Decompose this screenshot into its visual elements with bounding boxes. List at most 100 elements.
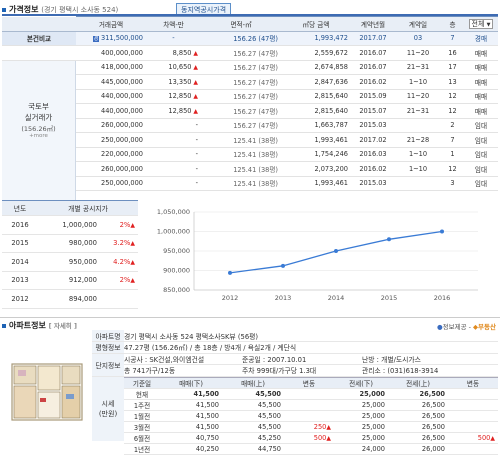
row-sale-low: 40,750 [160, 432, 222, 444]
floor-plan-image [4, 358, 90, 428]
price-row: 250,000,000-125.41 (38평) 1,993,461 2015.03… [2, 176, 498, 191]
row-area: 125.41 (38평) [201, 147, 281, 162]
logo-icon: ◆ [473, 323, 479, 331]
row-day: 1~10 [395, 161, 441, 177]
up-arrow-icon: ▲ [130, 258, 135, 266]
row-diff: 12,850 ▲ [146, 103, 201, 119]
row-price: 250,000,000 [76, 132, 146, 148]
molit-label-cell: 국토부 실거래가 (156.26㎡) +more [2, 61, 76, 206]
public-price-row: 2012 894,000 [2, 289, 138, 309]
row-day: 21~31 [395, 103, 441, 119]
row-public-price: 950,000 [38, 252, 100, 272]
row-diff: 13,350 ▲ [146, 74, 201, 90]
row-day: 1~10 [395, 74, 441, 90]
row-area: 156.27 (47평) [201, 60, 281, 75]
row-floor: 12 [441, 103, 464, 119]
row-type: 임대 [464, 147, 498, 162]
row-area: 156.27 (47평) [201, 74, 281, 90]
row-jeonse-high: 26,500 [388, 432, 448, 444]
row-sale-high: 45,250 [222, 432, 284, 444]
apt-parking: 주차 999대/가구당 1.3대 [242, 364, 362, 377]
detail-link[interactable]: [ 자세히 ] [48, 322, 78, 330]
up-arrow-icon: ▲ [130, 277, 135, 285]
price-row: 250,000,000-125.41 (38평) 1,993,461 2017.02… [2, 132, 498, 148]
market-row: 1년전 40,250 44,750 24,000 26,000 [124, 443, 498, 455]
row-ym: 2015.03 [351, 118, 395, 133]
data-point [387, 237, 391, 242]
market-block: 시세 (만원) 기준일 매매(下) 매매(上) 변동 전세(下) 전세(上) 변… [92, 376, 498, 455]
row-area: 156.27 (47평) [201, 89, 281, 104]
row-pct: 3.2%▲ [100, 234, 138, 253]
col-day: 계약일 [395, 16, 441, 32]
col-price: 거래금액 [76, 16, 146, 32]
public-price-row: 2013 912,000 2%▲ [2, 271, 138, 290]
compare-row: 본건비교 경 311,500,000 - 156.26 (47평) 1,993,… [2, 31, 498, 46]
up-arrow-icon: ▲ [191, 93, 198, 101]
row-sale-change: 500▲ [284, 432, 334, 444]
price-row: 445,000,000 13,350 ▲ 156.27 (47평) 2,847,636… [2, 74, 498, 90]
row-type: 매매 [464, 45, 498, 61]
row-per-m2: 1,754,246 [281, 147, 351, 162]
row-type: 임대 [464, 118, 498, 133]
row-diff: - [146, 176, 201, 191]
row-day: 21~31 [395, 60, 441, 75]
row-price: 220,000,000 [76, 147, 146, 162]
row-diff: - [146, 161, 201, 177]
compare-floor: 7 [441, 31, 464, 46]
row-public-price: 912,000 [38, 271, 100, 290]
up-arrow-icon: ▲ [191, 107, 198, 115]
row-jeonse-change [448, 421, 498, 433]
row-area: 125.41 (38평) [201, 176, 281, 191]
row-ym: 2015.09 [351, 89, 395, 104]
row-public-price: 980,000 [38, 234, 100, 253]
row-date: 현재 [124, 388, 160, 400]
price-row: 440,000,000 12,850 ▲ 156.27 (47평) 2,815,640… [2, 89, 498, 104]
apt-complex-label: 단지정보 [92, 353, 124, 377]
row-sale-high: 44,750 [222, 443, 284, 455]
col-floor: 층 [441, 16, 464, 32]
row-type: 매매 [464, 103, 498, 119]
public-price-row: 2014 950,000 4.2%▲ [2, 252, 138, 272]
apt-completed: 준공일 : 2007.10.01 [242, 353, 362, 365]
y-tick-label: 950,000 [163, 247, 190, 255]
row-day: 21~28 [395, 132, 441, 148]
y-tick-label: 1,000,000 [157, 228, 190, 236]
row-jeonse-high: 26,500 [388, 421, 448, 433]
market-row: 6월전 40,750 45,250 500▲ 25,000 26,500 500▲ [124, 432, 498, 444]
row-jeonse-low: 25,000 [334, 388, 388, 400]
row-day: 1~10 [395, 147, 441, 162]
row-per-m2: 1,663,787 [281, 118, 351, 133]
price-row: 220,000,000-125.41 (38평) 1,754,246 2016.03… [2, 147, 498, 162]
price-row: 260,000,000-125.41 (38평) 2,073,200 2016.02… [2, 161, 498, 177]
row-ym: 2016.02 [351, 74, 395, 90]
section-bullet-icon [2, 7, 6, 12]
price-location: (경기 평택시 소사동 524) [41, 6, 119, 14]
row-price: 440,000,000 [76, 89, 146, 104]
line-chart: 1,050,000 1,000,000 950,000 900,000 850,000 2… [157, 208, 478, 302]
row-ym: 2016.07 [351, 45, 395, 61]
market-table: 기준일 매매(下) 매매(上) 변동 전세(下) 전세(上) 변동 현재 41,5… [124, 376, 498, 455]
row-diff: 10,650 ▲ [146, 60, 201, 75]
row-area: 125.41 (38평) [201, 132, 281, 148]
row-sale-low: 41,500 [160, 421, 222, 433]
market-row: 1주전 41,500 45,500 25,000 26,500 [124, 399, 498, 411]
row-date: 1주전 [124, 399, 160, 411]
more-link[interactable]: +more [29, 133, 48, 139]
type-filter-dropdown[interactable]: 전체 ▼ [464, 16, 498, 32]
compare-label: 본건비교 [2, 31, 76, 46]
row-per-m2: 2,559,672 [281, 45, 351, 61]
chevron-down-icon: ▼ [486, 21, 491, 28]
price-table: 거래금액 차액-만 면적-㎡ ㎡당 금액 계약년월 계약일 층 전체 ▼ 본건비… [2, 16, 498, 191]
row-sale-high: 45,500 [222, 388, 284, 400]
col-diff: 차액-만 [146, 16, 201, 32]
col-public-price: 개별 공시지가 [38, 200, 138, 216]
provider-info: ●정보제공 - ◆부동산 [436, 323, 496, 331]
row-day: 11~20 [395, 89, 441, 104]
row-price: 400,000,000 [76, 45, 146, 61]
col-sale-change: 변동 [284, 376, 334, 389]
apt-name-label: 아파트명 [92, 330, 124, 342]
up-arrow-icon: ▲ [130, 221, 135, 229]
row-type: 임대 [464, 132, 498, 148]
row-day [395, 118, 441, 133]
apt-area-label: 평형정보 [92, 341, 124, 354]
